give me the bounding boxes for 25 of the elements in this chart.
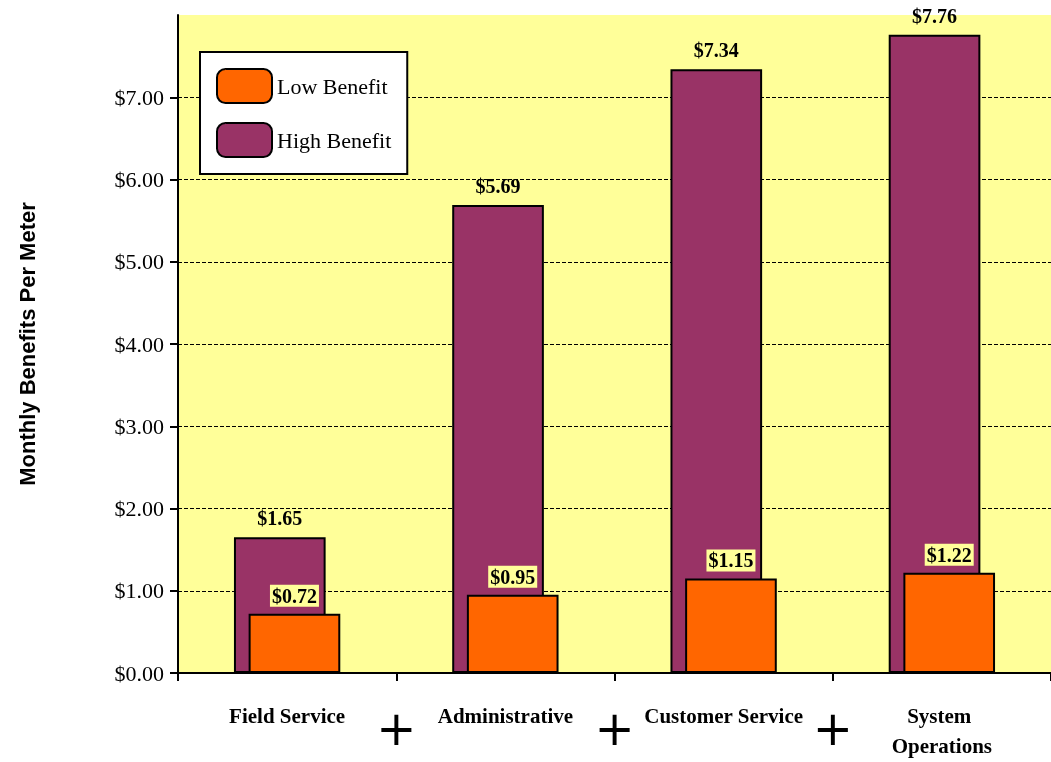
legend-label: High Benefit xyxy=(277,127,392,153)
text: + xyxy=(376,700,417,756)
y-tick-label: $5.00 xyxy=(114,249,164,275)
data-label: $7.76 xyxy=(912,4,958,27)
y-axis-title: Monthly Benefits Per Meter xyxy=(14,201,40,486)
text: + xyxy=(812,700,853,756)
y-tick-label: $6.00 xyxy=(114,167,164,192)
legend-label: Low Benefit xyxy=(277,73,388,99)
x-tick-label: Administrative xyxy=(437,704,574,728)
y-tick-label: $0.00 xyxy=(114,660,164,686)
data-label: $7.34 xyxy=(693,39,739,62)
data-label: $0.95 xyxy=(490,565,536,588)
y-tick-label: $4.00 xyxy=(114,331,164,357)
text: + xyxy=(594,700,635,756)
x-tick-label: Field Service xyxy=(229,704,346,728)
x-tick-label: System Operations xyxy=(891,704,993,758)
data-label: $1.15 xyxy=(708,549,754,572)
data-label: $1.65 xyxy=(257,507,303,530)
x-tick-label: Customer Service xyxy=(644,704,804,728)
data-label: $0.72 xyxy=(271,584,317,607)
y-tick-label: $7.00 xyxy=(114,84,164,110)
y-tick-label: $1.00 xyxy=(114,578,164,604)
data-label: $1.22 xyxy=(926,543,972,566)
y-tick-label: $2.00 xyxy=(114,496,164,521)
y-tick-label: $3.00 xyxy=(114,413,164,439)
